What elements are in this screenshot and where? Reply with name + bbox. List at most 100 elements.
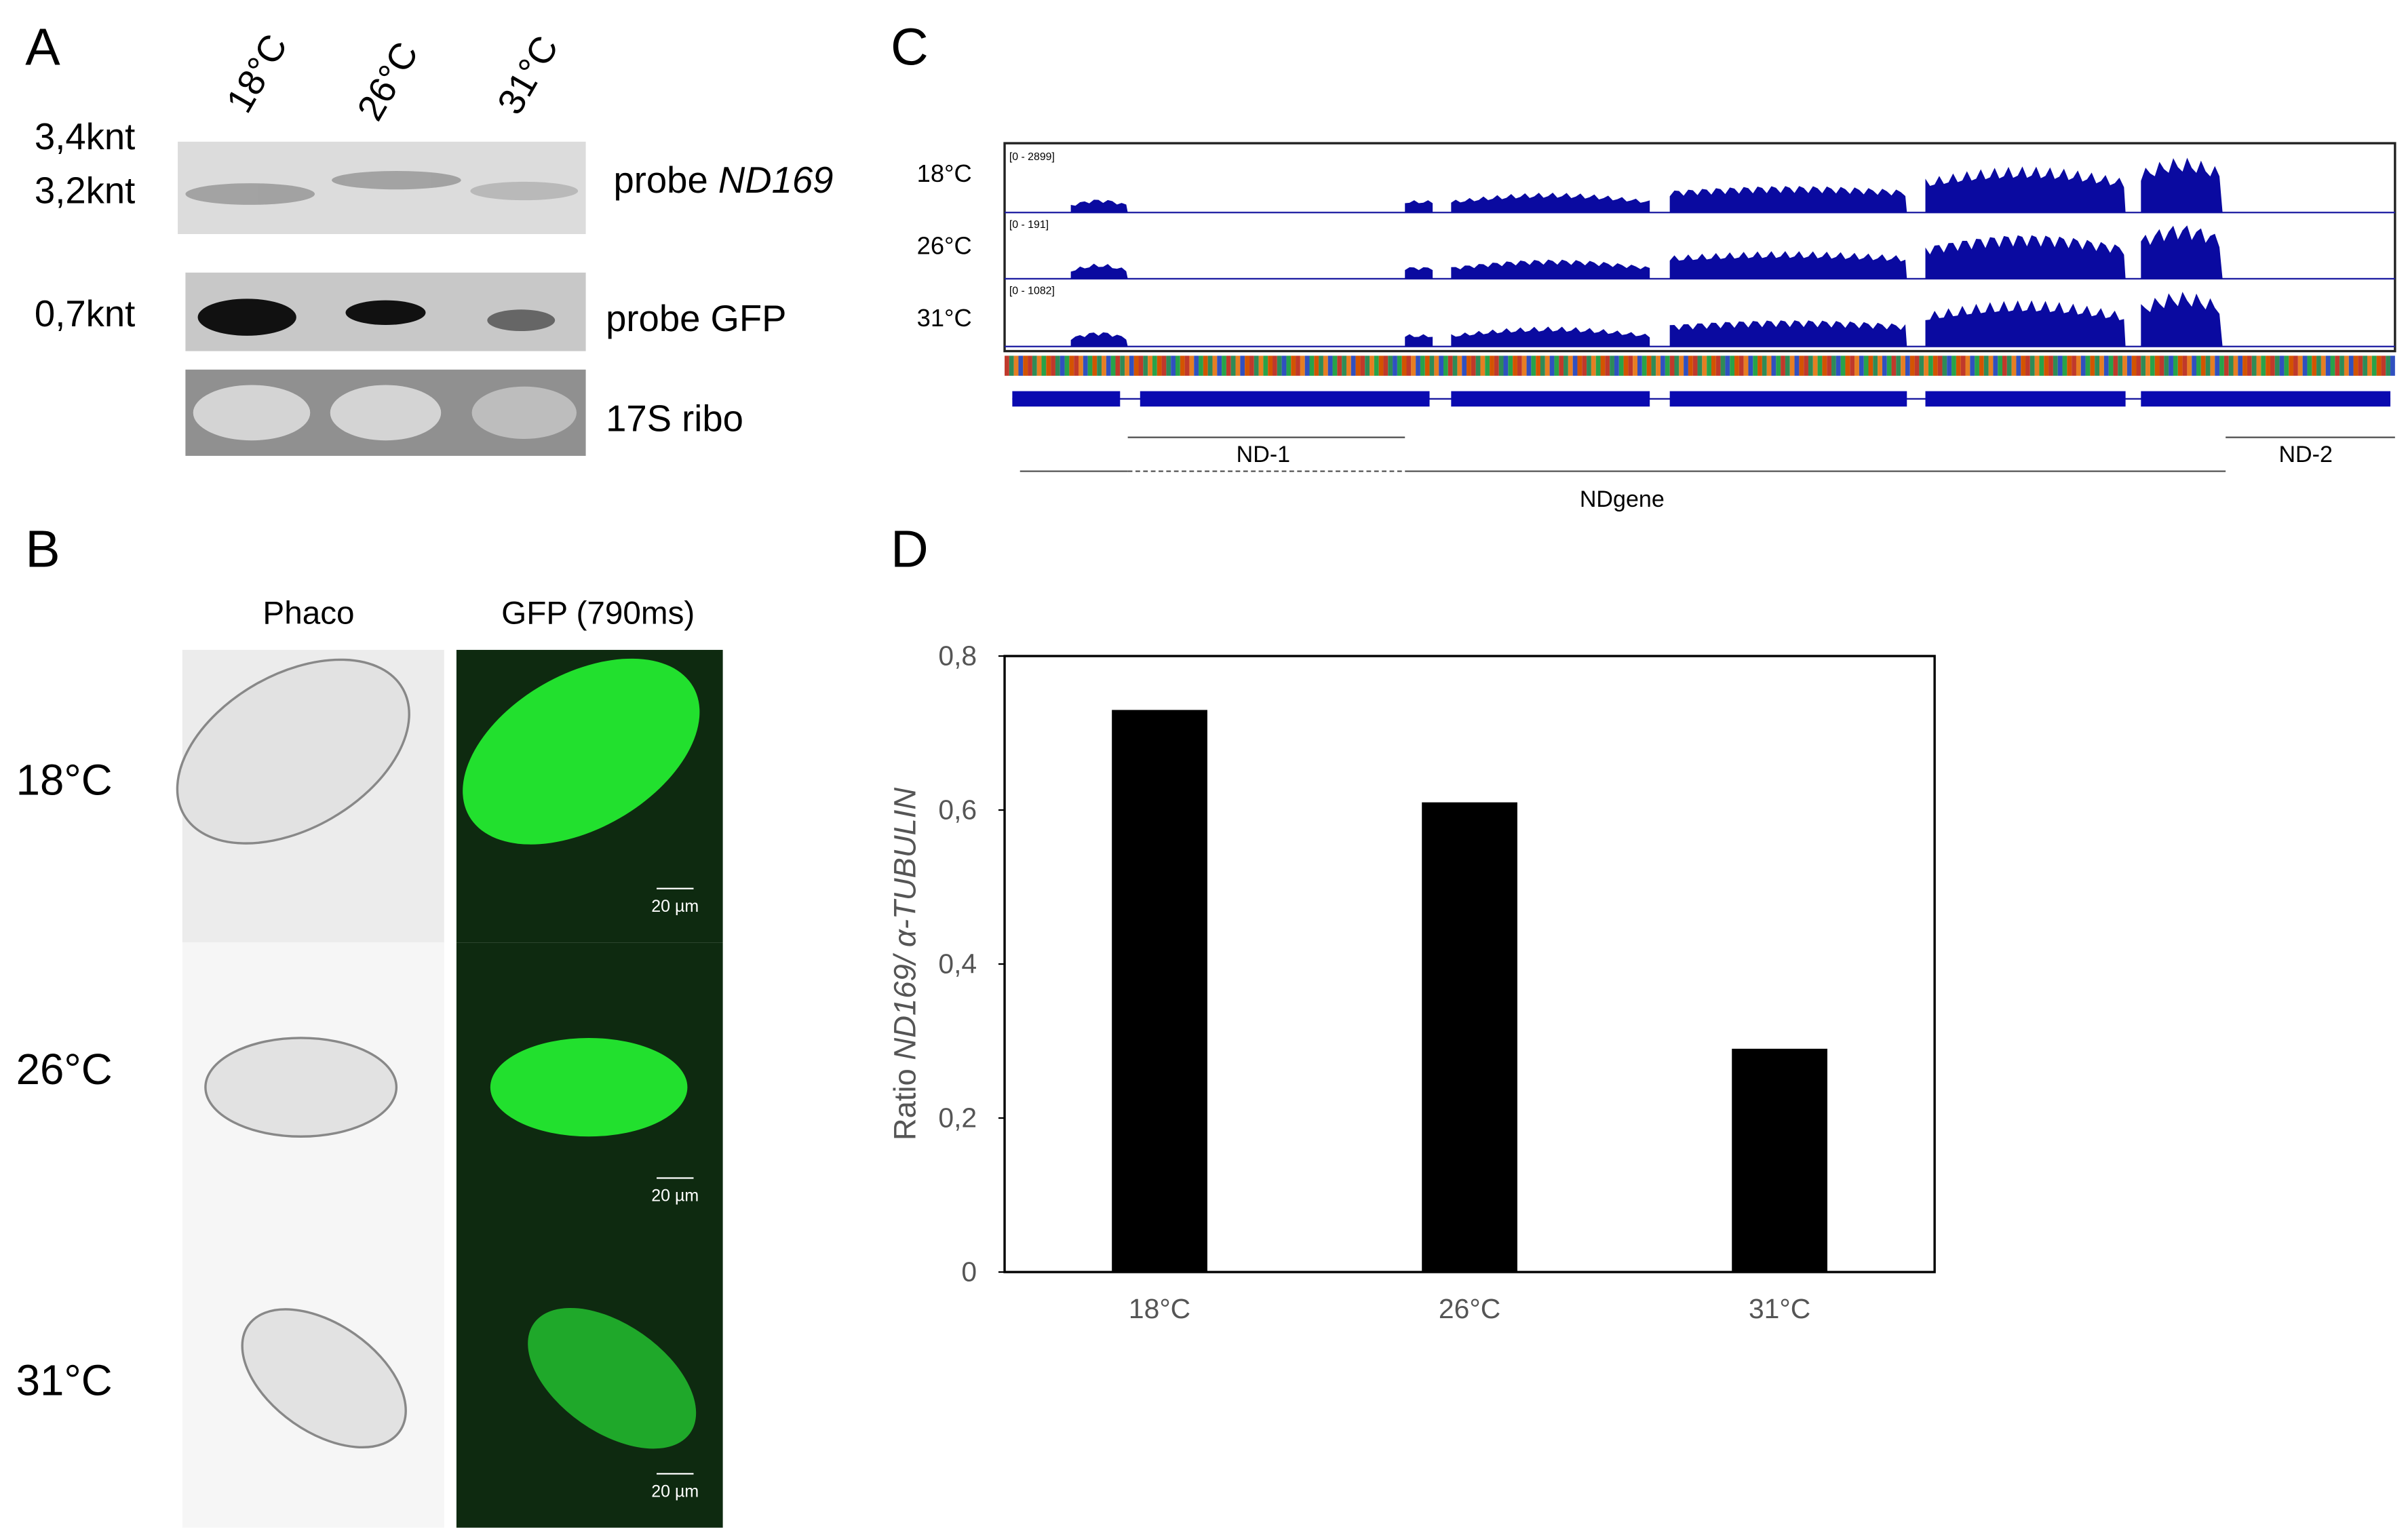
sequence-stripe bbox=[1360, 355, 1365, 376]
sequence-stripe bbox=[2251, 355, 2257, 376]
sequence-stripe bbox=[2136, 355, 2141, 376]
sequence-stripe bbox=[1171, 355, 1176, 376]
sequence-stripe bbox=[2339, 355, 2344, 376]
coverage bbox=[1925, 235, 2126, 279]
sequence-stripe bbox=[1125, 355, 1129, 376]
sequence-stripe bbox=[2057, 355, 2063, 376]
sequence-stripe bbox=[2335, 355, 2340, 376]
sequence-stripe bbox=[1457, 355, 1462, 376]
sequence-stripe bbox=[2348, 355, 2354, 376]
sequence-stripe bbox=[1133, 355, 1139, 376]
sequence-stripe bbox=[1452, 355, 1458, 376]
sequence-stripe bbox=[1148, 355, 1152, 376]
sequence-stripe bbox=[1051, 355, 1055, 376]
sequence-stripe bbox=[1393, 355, 1397, 376]
sequence-stripe bbox=[1036, 355, 1042, 376]
sequence-stripe bbox=[2006, 355, 2012, 376]
sequence-stripe bbox=[1203, 355, 1208, 376]
x-tick-label: 26°C bbox=[1439, 1293, 1500, 1324]
sequence-stripe bbox=[1808, 355, 1813, 376]
coverage bbox=[1451, 192, 1650, 213]
sequence-stripe bbox=[2122, 355, 2127, 376]
sequence-stripe bbox=[1812, 355, 1818, 376]
sequence-stripe bbox=[2316, 355, 2321, 376]
coverage-tracks bbox=[1005, 157, 2395, 407]
gfp-cell bbox=[463, 658, 700, 845]
sequence-stripe bbox=[2353, 355, 2358, 376]
scale-bar-label: 20 µm bbox=[651, 1482, 699, 1501]
sequence-stripe bbox=[1517, 355, 1522, 376]
coverage bbox=[1669, 186, 1907, 213]
sequence-stripe bbox=[1411, 355, 1416, 376]
y-tick-label: 0 bbox=[961, 1256, 977, 1288]
sequence-stripe bbox=[1365, 355, 1370, 376]
sequence-stripe bbox=[2062, 355, 2067, 376]
sequence-stripe bbox=[1618, 355, 1624, 376]
sequence-stripe bbox=[1429, 355, 1435, 376]
sequence-stripe bbox=[1078, 355, 1083, 376]
sequence-stripe bbox=[2330, 355, 2335, 376]
sequence-stripe bbox=[1684, 355, 1688, 376]
sequence-stripe bbox=[1688, 355, 1693, 376]
sequence-stripe bbox=[2021, 355, 2026, 376]
sequence-stripe bbox=[1928, 355, 1933, 376]
gfp-cell bbox=[490, 1037, 688, 1137]
sequence-stripe bbox=[2266, 355, 2270, 376]
sequence-stripe bbox=[1595, 355, 1601, 376]
sequence-stripe bbox=[2118, 355, 2123, 376]
sequence-stripe bbox=[1041, 355, 1047, 376]
sequence-stripe bbox=[2363, 355, 2367, 376]
sequence-stripe bbox=[1762, 355, 1767, 376]
coverage bbox=[1925, 166, 2126, 213]
sequence-stripe bbox=[1743, 355, 1749, 376]
sequence-stripe bbox=[1332, 355, 1338, 376]
y-tick-label: 0,8 bbox=[938, 640, 977, 672]
sequence-stripe bbox=[1960, 355, 1966, 376]
track-label: 31°C bbox=[917, 304, 972, 332]
sequence-stripe bbox=[2002, 355, 2007, 376]
sequence-stripe bbox=[1919, 355, 1924, 376]
sequence-stripe bbox=[1633, 355, 1638, 376]
sequence-stripe bbox=[1180, 355, 1185, 376]
sequence-stripe bbox=[2113, 355, 2118, 376]
bar bbox=[1422, 802, 1517, 1273]
sequence-stripe bbox=[1637, 355, 1642, 376]
sequence-stripe bbox=[1102, 355, 1106, 376]
x-tick-label: 18°C bbox=[1129, 1293, 1190, 1324]
sequence-stripe bbox=[1370, 355, 1374, 376]
sequence-stripe bbox=[2367, 355, 2372, 376]
sequence-stripe bbox=[1753, 355, 1758, 376]
sequence-stripe bbox=[2200, 355, 2206, 376]
sequence-stripe bbox=[1947, 355, 1952, 376]
sequence-stripe bbox=[1286, 355, 1292, 376]
sequence-stripe bbox=[2247, 355, 2252, 376]
sequence-stripe bbox=[1222, 355, 1226, 376]
y-axis-label: Ratio ND169/ α-TUBULIN bbox=[887, 788, 922, 1141]
coverage bbox=[2141, 225, 2223, 279]
sequence-stripe bbox=[1383, 355, 1389, 376]
sequence-stripe bbox=[1591, 355, 1596, 376]
row-label: 26°C bbox=[16, 1045, 113, 1094]
sequence-stripe bbox=[1009, 355, 1014, 376]
sequence-stripe bbox=[2210, 355, 2215, 376]
sequence-stripe bbox=[1397, 355, 1402, 376]
sequence-stripe bbox=[2371, 355, 2377, 376]
sequence-stripe bbox=[1646, 355, 1652, 376]
probe-gene: ND169 bbox=[718, 159, 834, 201]
sequence-stripe bbox=[1827, 355, 1832, 376]
lane-label: 31°C bbox=[489, 29, 566, 121]
sequence-stripe bbox=[2358, 355, 2363, 376]
row-label: 18°C bbox=[16, 756, 113, 804]
sequence-stripe bbox=[1494, 355, 1499, 376]
blot-bands bbox=[197, 299, 556, 336]
column-label: GFP (790ms) bbox=[501, 595, 695, 631]
y-axis-label-gene: ND169/ α-TUBULIN bbox=[887, 788, 922, 1060]
sequence-stripe bbox=[1572, 355, 1578, 376]
sequence-stripe bbox=[1490, 355, 1494, 376]
sequence-stripe bbox=[1503, 355, 1509, 376]
sequence-stripe bbox=[1859, 355, 1864, 376]
sequence-stripe bbox=[1254, 355, 1259, 376]
sequence-stripe bbox=[2025, 355, 2030, 376]
sequence-stripe bbox=[2312, 355, 2317, 376]
cell bbox=[204, 1037, 398, 1138]
